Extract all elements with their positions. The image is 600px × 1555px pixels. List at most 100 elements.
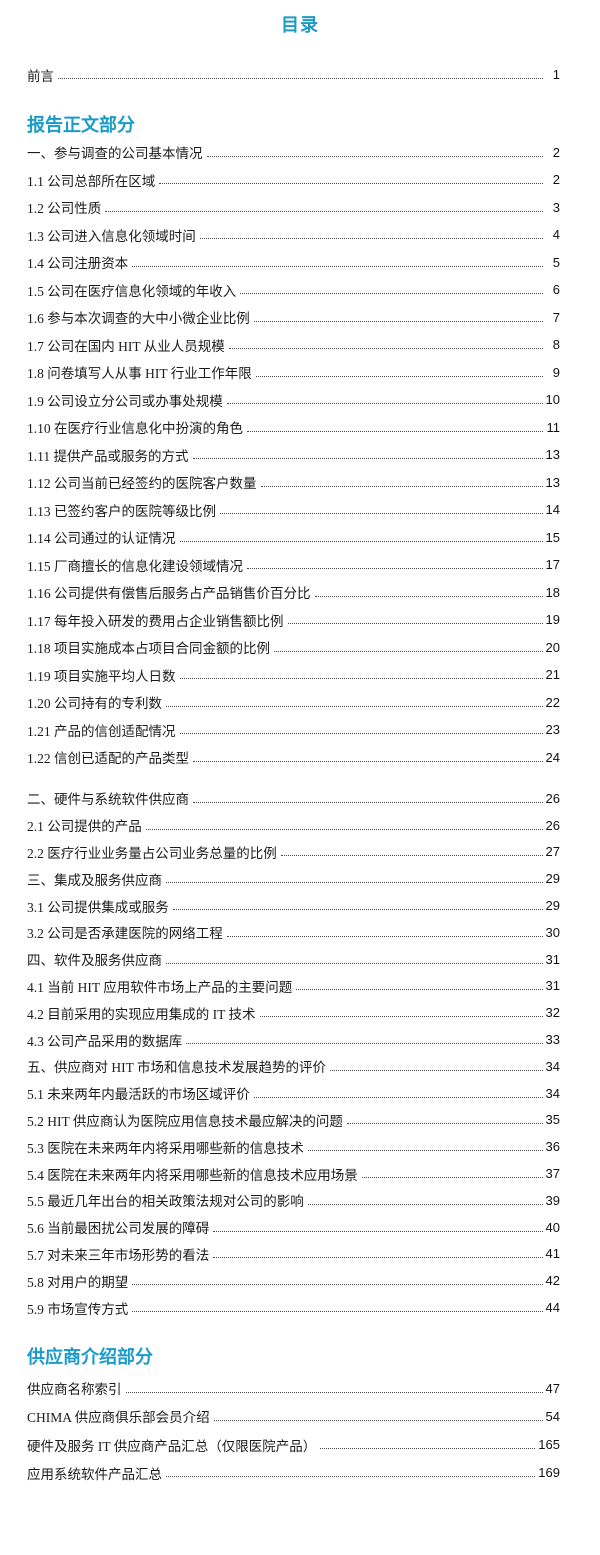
dot-leader — [179, 678, 543, 680]
toc-entry-page: 34 — [545, 1085, 560, 1101]
toc-entry-page: 21 — [545, 667, 560, 683]
toc-entry-row[interactable]: 2.2 医疗行业业务量占公司业务总量的比例 27 — [27, 839, 560, 866]
toc-entry-row[interactable]: 1.4 公司注册资本 5 — [27, 249, 560, 277]
toc-entry-row[interactable]: 1.21 产品的信创适配情况 23 — [27, 716, 560, 744]
toc-entry-page: 44 — [545, 1300, 560, 1316]
toc-entry-row[interactable]: 5.4 医院在未来两年内将采用哪些新的信息技术应用场景 37 — [27, 1160, 560, 1187]
toc-entry-row[interactable]: 1.3 公司进入信息化领域时间 4 — [27, 221, 560, 249]
toc-entry-label: 3.2 公司是否承建医院的网络工程 — [27, 926, 223, 942]
dot-leader — [172, 909, 543, 911]
toc-entry-page: 165 — [538, 1437, 560, 1453]
toc-entry-label: 5.1 未来两年内最活跃的市场区域评价 — [27, 1087, 250, 1103]
toc-entry-label: 1.19 项目实施平均人日数 — [27, 668, 176, 684]
toc-entry-row[interactable]: 5.2 HIT 供应商认为医院应用信息技术最应解决的问题 35 — [27, 1107, 560, 1134]
toc-entry-row[interactable]: 3.1 公司提供集成或服务 29 — [27, 892, 560, 919]
toc-entry-row[interactable]: 三、集成及服务供应商 29 — [27, 865, 560, 892]
toc-entry-row[interactable]: 4.1 当前 HIT 应用软件市场上产品的主要问题 31 — [27, 973, 560, 1000]
toc-entry-page: 34 — [545, 1058, 560, 1074]
toc-entry-label: 1.4 公司注册资本 — [27, 256, 129, 272]
toc-entry-label: 1.6 参与本次调查的大中小微企业比例 — [27, 311, 250, 327]
toc-entry-page: 24 — [545, 749, 560, 765]
toc-entry-row[interactable]: 四、软件及服务供应商 31 — [27, 946, 560, 973]
toc-entry-page: 8 — [552, 337, 560, 353]
toc-entry-row[interactable]: 1.19 项目实施平均人日数 21 — [27, 661, 560, 689]
dot-leader — [260, 485, 543, 487]
toc-entry-label: CHIMA 供应商俱乐部会员介绍 — [27, 1410, 210, 1426]
toc-entry-label: 5.5 最近几年出台的相关政策法规对公司的影响 — [27, 1194, 304, 1210]
toc-entry-row[interactable]: 1.8 问卷填写人从事 HIT 行业工作年限 9 — [27, 359, 560, 387]
toc-entry-label: 3.1 公司提供集成或服务 — [27, 899, 169, 915]
toc-entry-row[interactable]: 1.2 公司性质 3 — [27, 194, 560, 222]
toc-entry-label: 1.13 已签约客户的医院等级比例 — [27, 503, 216, 519]
toc-entry-row[interactable]: 1.1 公司总部所在区域 2 — [27, 166, 560, 194]
toc-entry-row[interactable]: 1.18 项目实施成本占项目合同金额的比例 20 — [27, 634, 560, 662]
toc-entry-page: 54 — [545, 1408, 560, 1424]
toc-entry-label: 三、集成及服务供应商 — [27, 872, 162, 888]
toc-entry-row[interactable]: 1.20 公司持有的专利数 22 — [27, 689, 560, 717]
toc-entry-page: 22 — [545, 694, 560, 710]
dot-leader — [240, 293, 543, 295]
toc-entry-row[interactable]: 3.2 公司是否承建医院的网络工程 30 — [27, 919, 560, 946]
toc-entry-row[interactable]: 硬件及服务 IT 供应商产品汇总（仅限医院产品） 165 — [27, 1431, 560, 1459]
toc-entry-page: 41 — [545, 1246, 560, 1262]
dot-leader — [226, 403, 543, 405]
toc-entry-row[interactable]: 1.15 厂商擅长的信息化建设领域情况 17 — [27, 551, 560, 579]
toc-entry-row[interactable]: 前言 1 — [27, 61, 560, 89]
dot-leader — [280, 855, 543, 857]
toc-entry-row[interactable]: 5.8 对用户的期望 42 — [27, 1267, 560, 1294]
toc-entry-row[interactable]: 1.11 提供产品或服务的方式 13 — [27, 441, 560, 469]
toc-entry-row[interactable]: 5.7 对未来三年市场形势的看法 41 — [27, 1241, 560, 1268]
toc-entry-page: 1 — [552, 67, 560, 83]
toc-entry-page: 6 — [552, 282, 560, 298]
toc-entry-row[interactable]: 5.9 市场宣传方式 44 — [27, 1294, 560, 1321]
dot-leader — [346, 1123, 543, 1125]
toc-entry-label: 供应商名称索引 — [27, 1382, 122, 1398]
toc-entry-label: 1.12 公司当前已经签约的医院客户数量 — [27, 476, 257, 492]
dot-leader — [220, 513, 543, 515]
toc-entry-row[interactable]: 1.16 公司提供有偿售后服务占产品销售价百分比 18 — [27, 579, 560, 607]
toc-entry-row[interactable]: 1.7 公司在国内 HIT 从业人员规模 8 — [27, 331, 560, 359]
dot-leader — [166, 882, 543, 884]
toc-entry-label: 1.5 公司在医疗信息化领域的年收入 — [27, 283, 237, 299]
toc-entry-row[interactable]: 5.3 医院在未来两年内将采用哪些新的信息技术 36 — [27, 1133, 560, 1160]
toc-entry-row[interactable]: 2.1 公司提供的产品 26 — [27, 812, 560, 839]
toc-entry-page: 33 — [545, 1032, 560, 1048]
toc-entry-row[interactable]: 1.5 公司在医疗信息化领域的年收入 6 — [27, 276, 560, 304]
toc-entry-row[interactable]: 5.1 未来两年内最活跃的市场区域评价 34 — [27, 1080, 560, 1107]
dot-leader — [361, 1177, 543, 1179]
dot-leader — [159, 183, 543, 185]
dot-leader — [253, 320, 543, 322]
toc-entry-row[interactable]: 1.14 公司通过的认证情况 15 — [27, 524, 560, 552]
toc-entry-row[interactable]: 1.6 参与本次调查的大中小微企业比例 7 — [27, 304, 560, 332]
toc-entry-row[interactable]: 5.6 当前最困扰公司发展的障碍 40 — [27, 1214, 560, 1241]
toc-entry-row[interactable]: 一、参与调查的公司基本情况 2 — [27, 139, 560, 167]
toc-entry-row[interactable]: CHIMA 供应商俱乐部会员介绍 54 — [27, 1402, 560, 1430]
toc-rows: 前言 1 — [27, 61, 560, 89]
toc-entry-row[interactable]: 1.17 每年投入研发的费用占企业销售额比例 19 — [27, 606, 560, 634]
toc-entry-page: 15 — [545, 529, 560, 545]
toc-entry-row[interactable]: 1.10 在医疗行业信息化中扮演的角色 11 — [27, 414, 560, 442]
toc-entry-row[interactable]: 1.22 信创已适配的产品类型 24 — [27, 744, 560, 772]
toc-entry-label: 1.8 问卷填写人从事 HIT 行业工作年限 — [27, 366, 252, 382]
toc-entry-page: 29 — [545, 898, 560, 914]
toc-entry-row[interactable]: 五、供应商对 HIT 市场和信息技术发展趋势的评价 34 — [27, 1053, 560, 1080]
toc-entry-row[interactable]: 供应商名称索引 47 — [27, 1374, 560, 1402]
toc-entry-page: 169 — [538, 1465, 560, 1481]
toc-entry-row[interactable]: 二、硬件与系统软件供应商 26 — [27, 785, 560, 812]
toc-entry-row[interactable]: 1.13 已签约客户的医院等级比例 14 — [27, 496, 560, 524]
toc-entry-row[interactable]: 应用系统软件产品汇总 169 — [27, 1459, 560, 1487]
dot-leader — [166, 1476, 536, 1478]
toc-entry-row[interactable]: 4.2 目前采用的实现应用集成的 IT 技术 32 — [27, 999, 560, 1026]
dot-leader — [228, 348, 543, 350]
toc-entry-row[interactable]: 4.3 公司产品采用的数据库 33 — [27, 1026, 560, 1053]
toc-entry-row[interactable]: 1.9 公司设立分公司或办事处规模 10 — [27, 386, 560, 414]
toc-entry-page: 31 — [545, 951, 560, 967]
section-header: 报告正文部分 — [27, 114, 135, 135]
dot-leader — [179, 540, 543, 542]
section-header: 供应商介绍部分 — [27, 1346, 153, 1367]
dot-leader — [247, 430, 543, 432]
toc-entry-label: 一、参与调查的公司基本情况 — [27, 146, 203, 162]
toc-entry-row[interactable]: 5.5 最近几年出台的相关政策法规对公司的影响 39 — [27, 1187, 560, 1214]
toc-entry-row[interactable]: 1.12 公司当前已经签约的医院客户数量 13 — [27, 469, 560, 497]
